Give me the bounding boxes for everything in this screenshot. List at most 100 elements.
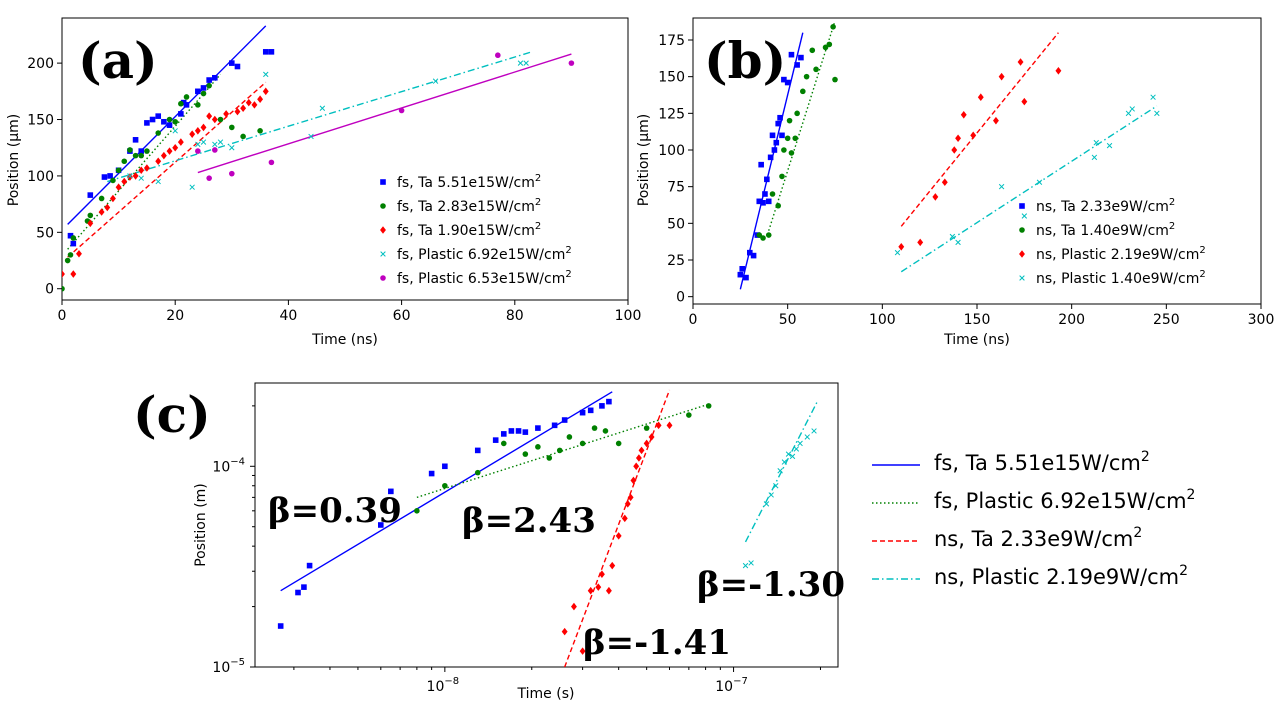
- data-point: [769, 132, 776, 139]
- data-point: [998, 72, 1005, 81]
- data-point: [177, 138, 184, 146]
- x-tick-label: 150: [964, 312, 991, 328]
- data-point: [200, 85, 207, 91]
- data-point: [166, 147, 173, 155]
- x-tick-label: 50: [779, 312, 797, 328]
- legend-marker: [1019, 250, 1025, 258]
- data-point: [138, 166, 145, 175]
- data-point: [428, 470, 435, 477]
- data-point: [705, 403, 712, 409]
- data-point: [748, 560, 754, 566]
- x-tick-label: 100: [615, 308, 642, 324]
- data-point: [172, 128, 178, 134]
- data-point: [121, 177, 128, 186]
- data-point: [605, 586, 612, 595]
- data-point: [268, 159, 275, 166]
- data-point: [155, 178, 161, 185]
- data-point: [414, 508, 420, 514]
- data-point: [615, 440, 622, 447]
- data-point: [760, 200, 766, 206]
- data-point: [789, 453, 796, 460]
- data-point: [643, 439, 650, 448]
- data-point: [686, 412, 692, 418]
- fit-line: [768, 20, 836, 231]
- legend-label: fs, Ta 2.83e15W/cm2: [397, 197, 541, 215]
- data-point: [143, 164, 150, 172]
- data-point: [127, 147, 133, 153]
- data-point: [768, 492, 774, 498]
- data-point: [500, 440, 507, 447]
- y-tick-label: 150: [27, 113, 54, 129]
- data-point: [76, 249, 82, 258]
- y-tick-label: 75: [667, 180, 685, 196]
- data-point: [64, 257, 71, 264]
- data-point: [566, 434, 573, 440]
- data-point: [115, 183, 122, 191]
- fit-line: [564, 389, 671, 667]
- data-point: [217, 116, 224, 123]
- data-point: [648, 433, 655, 441]
- data-point: [166, 116, 173, 123]
- data-point: [786, 117, 793, 124]
- data-point: [813, 66, 819, 73]
- legend-label: ns, Plastic 1.40e9W/cm2: [1036, 269, 1206, 287]
- data-point: [398, 107, 405, 114]
- data-point: [551, 422, 558, 429]
- beta-annotation-2: β=2.43: [462, 501, 596, 541]
- data-point: [101, 174, 108, 180]
- legend-label: fs, Ta 1.90e15W/cm2: [397, 221, 541, 239]
- data-point: [643, 425, 650, 431]
- data-point: [917, 238, 924, 247]
- data-point: [775, 120, 781, 127]
- data-point: [561, 627, 568, 636]
- x-tick-label: 10−8: [427, 676, 460, 695]
- data-point: [765, 232, 772, 238]
- y-axis-label-a: Position (μm): [6, 114, 22, 206]
- data-point: [211, 115, 218, 124]
- data-point: [474, 447, 481, 454]
- data-point: [1055, 67, 1062, 75]
- data-point: [898, 243, 905, 251]
- data-point: [195, 148, 201, 154]
- y-tick-label: 0: [676, 290, 685, 306]
- data-point: [1021, 213, 1028, 219]
- data-point: [206, 77, 212, 83]
- data-point: [579, 440, 586, 447]
- data-point: [515, 428, 522, 434]
- data-point: [794, 110, 800, 117]
- data-point: [595, 583, 602, 591]
- data-point: [794, 62, 800, 68]
- data-point: [388, 488, 394, 495]
- data-point: [195, 102, 201, 108]
- x-tick-label: 200: [1058, 312, 1085, 328]
- data-point: [229, 124, 235, 131]
- legend-label: fs, Ta 5.51e15W/cm2: [397, 173, 541, 191]
- data-point: [183, 94, 190, 100]
- panel-label-a: (a): [78, 31, 158, 90]
- data-point: [155, 157, 162, 166]
- data-point: [189, 130, 196, 138]
- y-tick-label: 200: [27, 56, 54, 72]
- data-point: [212, 74, 218, 81]
- data-point: [306, 562, 313, 569]
- data-point: [765, 198, 772, 205]
- y-tick-label: 10−4: [212, 456, 245, 475]
- legend-label: ns, Plastic 2.19e9W/cm2: [934, 563, 1188, 589]
- data-point: [67, 252, 74, 258]
- data-point: [115, 167, 122, 174]
- data-point: [138, 175, 144, 181]
- data-point: [474, 469, 481, 476]
- data-point: [771, 147, 778, 153]
- data-point: [245, 98, 252, 107]
- data-point: [992, 116, 999, 125]
- panel-label-c: (c): [133, 385, 211, 444]
- data-point: [781, 459, 788, 465]
- x-tick-label: 10−7: [715, 676, 748, 695]
- x-tick-label: 20: [166, 308, 184, 324]
- y-tick-label: 150: [658, 70, 685, 86]
- data-point: [67, 232, 74, 239]
- data-point: [568, 60, 575, 66]
- legend-marker: [380, 226, 386, 234]
- data-point: [206, 175, 212, 181]
- data-point: [1150, 94, 1156, 100]
